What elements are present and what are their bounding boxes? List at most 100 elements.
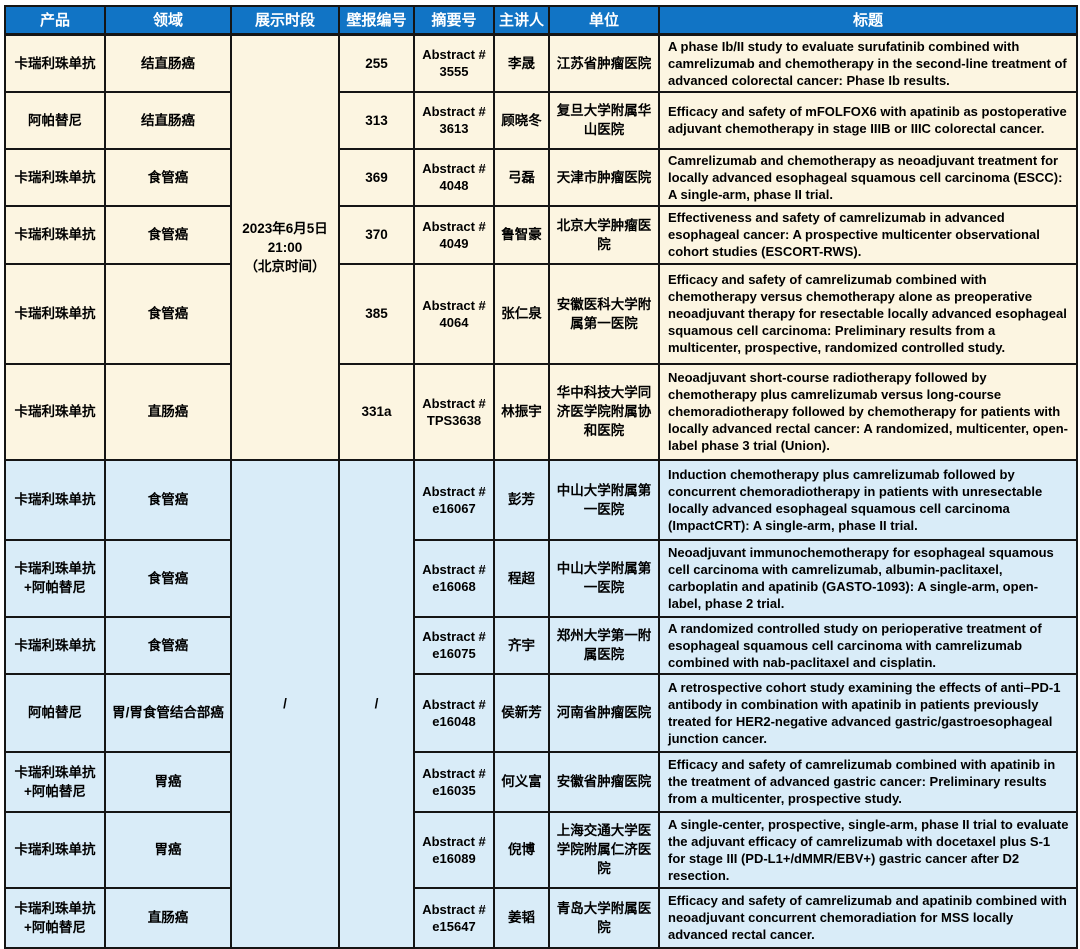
col-header-abstract-no: 摘要号 [413,5,495,36]
cell-field: 直肠癌 [104,362,232,461]
cell-institution: 天津市肿瘤医院 [548,147,660,207]
cell-field: 直肠癌 [104,886,232,949]
cell-abstract-no: Abstract # 4048 [413,147,495,207]
table-row: 卡瑞利珠单抗 胃癌 Abstract # e16089 倪博 上海交通大学医学院… [4,810,1078,889]
cell-title: Induction chemotherapy plus camrelizumab… [658,458,1078,541]
cell-poster-no: 370 [338,204,415,265]
cell-institution: 江苏省肿瘤医院 [548,33,660,93]
cell-abstract-no: Abstract # e16075 [413,615,495,675]
cell-product: 阿帕替尼 [4,672,106,753]
cell-institution: 上海交通大学医学院附属仁济医院 [548,810,660,889]
col-header-field: 领域 [104,5,232,36]
cell-abstract-no: Abstract # e16035 [413,750,495,813]
cell-field: 食管癌 [104,204,232,265]
cell-product: 卡瑞利珠单抗 [4,810,106,889]
cell-title: Efficacy and safety of camrelizumab comb… [658,750,1078,813]
cell-speaker: 何义富 [493,750,550,813]
cell-poster-no: 255 [338,33,415,93]
table-row: 卡瑞利珠单抗 食管癌 / / Abstract # e16067 彭芳 中山大学… [4,458,1078,949]
cell-institution: 中山大学附属第一医院 [548,538,660,618]
col-header-speaker: 主讲人 [493,5,550,36]
cell-speaker: 姜韬 [493,886,550,949]
col-header-institution: 单位 [548,5,660,36]
table-row: 卡瑞利珠单抗 食管癌 Abstract # e16075 齐宇 郑州大学第一附属… [4,615,1078,675]
col-header-poster-no: 壁报编号 [338,5,415,36]
cell-abstract-no: Abstract # e16048 [413,672,495,753]
cell-product: 卡瑞利珠单抗 +阿帕替尼 [4,886,106,949]
cell-title: Camrelizumab and chemotherapy as neoadju… [658,147,1078,207]
cell-title: Efficacy and safety of camrelizumab and … [658,886,1078,949]
table-header: 产品 领域 展示时段 壁报编号 摘要号 主讲人 单位 标题 [4,5,1078,36]
cell-speaker: 李晟 [493,33,550,93]
table-row: 卡瑞利珠单抗 直肠癌 331a Abstract # TPS3638 林振宇 华… [4,362,1078,461]
table-row: 卡瑞利珠单抗 +阿帕替尼 食管癌 Abstract # e16068 程超 中山… [4,538,1078,618]
cell-field: 胃癌 [104,750,232,813]
table-row: 卡瑞利珠单抗 +阿帕替尼 直肠癌 Abstract # e15647 姜韬 青岛… [4,886,1078,949]
cell-institution: 华中科技大学同济医学院附属协和医院 [548,362,660,461]
cell-title: Effectiveness and safety of camrelizumab… [658,204,1078,265]
cell-field: 食管癌 [104,538,232,618]
cell-institution: 北京大学肿瘤医院 [548,204,660,265]
cell-title: A phase Ib/II study to evaluate surufati… [658,33,1078,93]
cell-title: Neoadjuvant short-course radiotherapy fo… [658,362,1078,461]
cell-speaker: 张仁泉 [493,262,550,365]
cell-poster-no: 369 [338,147,415,207]
cell-poster-no: 331a [338,362,415,461]
cell-institution: 河南省肿瘤医院 [548,672,660,753]
table-row: 卡瑞利珠单抗 结直肠癌 2023年6月5日 21:00 （北京时间） 255 A… [4,33,1078,461]
cell-product: 卡瑞利珠单抗 +阿帕替尼 [4,538,106,618]
cell-time-merged: 2023年6月5日 21:00 （北京时间） [230,33,340,461]
cell-title: A randomized controlled study on periope… [658,615,1078,675]
cell-abstract-no: Abstract # e16067 [413,458,495,541]
table-row: 卡瑞利珠单抗 食管癌 385 Abstract # 4064 张仁泉 安徽医科大… [4,262,1078,365]
cell-title: Neoadjuvant immunochemotherapy for esoph… [658,538,1078,618]
cell-institution: 青岛大学附属医院 [548,886,660,949]
cell-poster-no: 385 [338,262,415,365]
cell-abstract-no: Abstract # 4049 [413,204,495,265]
cell-field: 胃/胃食管结合部癌 [104,672,232,753]
col-header-time: 展示时段 [230,5,340,36]
cell-time-merged: / [230,458,340,949]
cell-institution: 安徽省肿瘤医院 [548,750,660,813]
cell-abstract-no: Abstract # 3613 [413,90,495,150]
cell-field: 食管癌 [104,458,232,541]
cell-abstract-no: Abstract # e16068 [413,538,495,618]
cell-speaker: 弓磊 [493,147,550,207]
table-row: 卡瑞利珠单抗 +阿帕替尼 胃癌 Abstract # e16035 何义富 安徽… [4,750,1078,813]
cell-title: Efficacy and safety of mFOLFOX6 with apa… [658,90,1078,150]
poster-session-section: 卡瑞利珠单抗 结直肠癌 2023年6月5日 21:00 （北京时间） 255 A… [4,33,1078,461]
cell-speaker: 鲁智豪 [493,204,550,265]
cell-abstract-no: Abstract # e15647 [413,886,495,949]
cell-poster-no: 313 [338,90,415,150]
table-row: 卡瑞利珠单抗 食管癌 370 Abstract # 4049 鲁智豪 北京大学肿… [4,204,1078,265]
col-header-product: 产品 [4,5,106,36]
cell-abstract-no: Abstract # TPS3638 [413,362,495,461]
cell-field: 食管癌 [104,147,232,207]
cell-institution: 复旦大学附属华山医院 [548,90,660,150]
cell-abstract-no: Abstract # 4064 [413,262,495,365]
cell-speaker: 倪博 [493,810,550,889]
cell-abstract-no: Abstract # e16089 [413,810,495,889]
cell-product: 卡瑞利珠单抗 [4,262,106,365]
cell-product: 卡瑞利珠单抗 [4,362,106,461]
cell-product: 卡瑞利珠单抗 [4,33,106,93]
cell-speaker: 齐宇 [493,615,550,675]
cell-title: A retrospective cohort study examining t… [658,672,1078,753]
cell-title: A single-center, prospective, single-arm… [658,810,1078,889]
cell-speaker: 顾晓冬 [493,90,550,150]
table-row: 阿帕替尼 胃/胃食管结合部癌 Abstract # e16048 侯新芳 河南省… [4,672,1078,753]
cell-abstract-no: Abstract # 3555 [413,33,495,93]
cell-speaker: 侯新芳 [493,672,550,753]
cell-product: 卡瑞利珠单抗 [4,147,106,207]
cell-poster-merged: / [338,458,415,949]
col-header-title: 标题 [658,5,1078,36]
cell-product: 卡瑞利珠单抗 [4,458,106,541]
cell-speaker: 程超 [493,538,550,618]
cell-speaker: 林振宇 [493,362,550,461]
cell-institution: 中山大学附属第一医院 [548,458,660,541]
cell-field: 胃癌 [104,810,232,889]
header-row: 产品 领域 展示时段 壁报编号 摘要号 主讲人 单位 标题 [4,5,1078,36]
cell-field: 食管癌 [104,615,232,675]
cell-field: 食管癌 [104,262,232,365]
